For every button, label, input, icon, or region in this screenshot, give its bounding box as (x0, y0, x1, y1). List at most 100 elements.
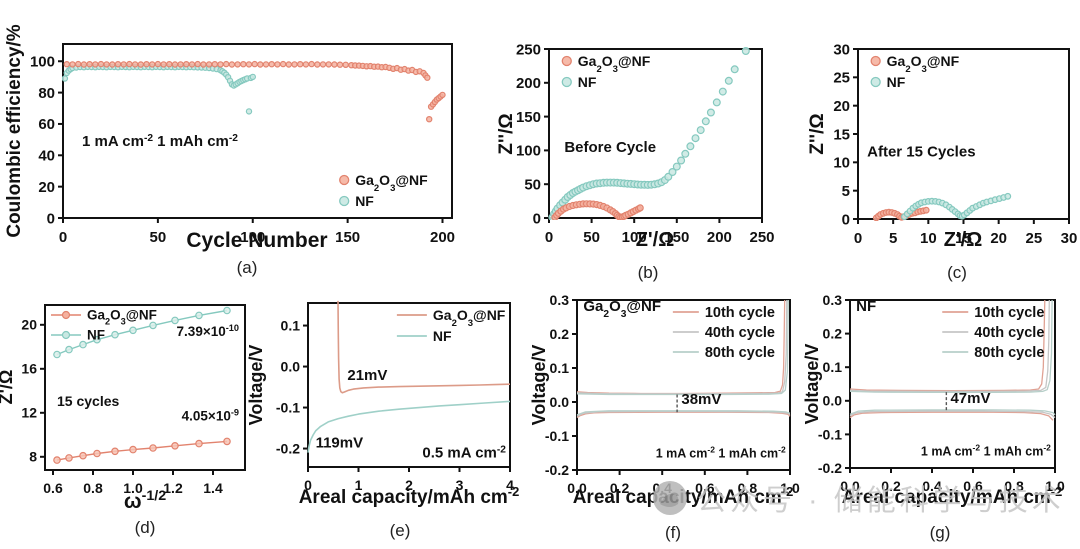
panel-caption-c: (c) (947, 263, 967, 282)
svg-text:0: 0 (854, 230, 862, 247)
chart-f: 0.0 0.2 0.4 0.6 0.8 1.00.30.20.10.0-0.1-0.2Ar… (529, 292, 800, 508)
svg-text:40: 40 (38, 148, 55, 165)
svg-text:-0.1: -0.1 (545, 428, 569, 444)
svg-text:Z''/Ω: Z''/Ω (496, 113, 517, 154)
svg-text:0.1: 0.1 (550, 360, 570, 376)
svg-text:Z'/Ω: Z'/Ω (636, 229, 675, 251)
svg-text:38mV: 38mV (681, 391, 721, 408)
svg-text:4.05×10-9: 4.05×10-9 (182, 408, 239, 424)
svg-text:NF: NF (887, 74, 906, 90)
svg-text:100: 100 (516, 143, 541, 160)
panel-caption-b: (b) (637, 263, 659, 282)
svg-text:0: 0 (842, 211, 850, 228)
svg-text:ω-1/2: ω-1/2 (124, 488, 166, 513)
svg-text:250: 250 (749, 229, 774, 246)
svg-text:80th cycle: 80th cycle (974, 345, 1044, 361)
svg-text:0.0: 0.0 (840, 478, 860, 494)
svg-text:1 mA cm-2 1 mAh cm-2: 1 mA cm-2 1 mAh cm-2 (921, 443, 1051, 459)
svg-text:0.0: 0.0 (567, 480, 587, 496)
svg-text:NF: NF (856, 298, 876, 315)
chart-b: 0 50 100 150 200 250 0 50 100 150 200 250 Z'/Ω Z''/Ω B… (496, 41, 775, 251)
svg-text:12: 12 (21, 405, 37, 421)
chart-e: 0 1 2 3 4 0.1 0.0 -0.1 -0.2 Areal capacity/mAh cm… (246, 300, 520, 509)
svg-text:-0.2: -0.2 (545, 462, 569, 478)
svg-text:Areal capacity/mAh cm-2: Areal capacity/mAh cm-2 (299, 484, 520, 509)
svg-text:0.6: 0.6 (963, 478, 983, 494)
svg-text:7.39×10-10: 7.39×10-10 (177, 323, 239, 339)
svg-text:60: 60 (38, 116, 55, 133)
svg-text:0: 0 (59, 229, 67, 246)
svg-text:5: 5 (889, 230, 897, 247)
svg-text:After 15 Cycles: After 15 Cycles (867, 144, 975, 161)
svg-text:Z''/Ω: Z''/Ω (807, 113, 828, 154)
svg-text:0: 0 (533, 210, 541, 227)
svg-text:0.0: 0.0 (823, 393, 843, 409)
svg-text:150: 150 (335, 229, 360, 246)
svg-text:200: 200 (707, 229, 732, 246)
svg-text:Ga2O3@NF: Ga2O3@NF (578, 53, 651, 75)
svg-text:NF: NF (355, 193, 374, 209)
svg-text:Ga2O3@NF: Ga2O3@NF (355, 172, 428, 194)
svg-text:1: 1 (355, 477, 363, 493)
svg-text:40th cycle: 40th cycle (974, 325, 1044, 341)
svg-text:Z'/Ω: Z'/Ω (944, 229, 983, 251)
svg-text:100: 100 (30, 53, 55, 70)
svg-text:1.4: 1.4 (203, 480, 223, 496)
svg-text:0.2: 0.2 (550, 326, 570, 342)
svg-text:200: 200 (430, 229, 455, 246)
series-group-d (53, 306, 231, 464)
chart-g: 0.0 0.2 0.4 0.6 0.8 1.0 0.3 0.2 0.1 0.0 -0.1 -0.2Ar… (802, 292, 1065, 508)
svg-text:Z'/Ω: Z'/Ω (0, 370, 16, 405)
svg-text:Ga2O3@NF: Ga2O3@NF (433, 307, 506, 329)
svg-text:Ga2O3@NF: Ga2O3@NF (887, 53, 960, 75)
svg-text:20: 20 (38, 179, 55, 196)
svg-text:30: 30 (1061, 230, 1078, 247)
svg-text:80: 80 (38, 85, 55, 102)
svg-text:0.8: 0.8 (83, 480, 103, 496)
svg-text:40th cycle: 40th cycle (705, 325, 775, 341)
svg-text:0.6: 0.6 (695, 480, 715, 496)
svg-text:25: 25 (833, 70, 850, 87)
svg-text:0.2: 0.2 (881, 478, 901, 494)
svg-text:250: 250 (516, 41, 541, 58)
svg-text:150: 150 (516, 109, 541, 126)
svg-text:Areal capacity/mAh cm-2: Areal capacity/mAh cm-2 (842, 484, 1063, 509)
panel-caption-g: (g) (929, 523, 951, 542)
svg-text:NF: NF (433, 328, 452, 344)
series-group-f (576, 299, 791, 419)
svg-text:47mV: 47mV (950, 390, 990, 407)
svg-text:100: 100 (622, 229, 647, 246)
svg-text:0.5 mA cm-2: 0.5 mA cm-2 (422, 444, 506, 462)
svg-text:0.3: 0.3 (823, 292, 843, 308)
chart-c: 0 5 10 15 20 25 30 0 5 10 15 20 25 30 Z'/Ω Z''/Ω After 1… (807, 41, 1077, 251)
svg-text:200: 200 (516, 75, 541, 92)
panel-caption-d: (d) (134, 518, 156, 537)
svg-text:Areal capacity/mAh cm-2: Areal capacity/mAh cm-2 (573, 484, 794, 509)
series-group-b (548, 46, 750, 220)
svg-text:Ga2O3@NF: Ga2O3@NF (583, 298, 661, 320)
svg-text:0: 0 (304, 477, 312, 493)
svg-text:20: 20 (990, 230, 1007, 247)
svg-text:3: 3 (456, 477, 464, 493)
svg-text:10: 10 (920, 230, 937, 247)
svg-text:15 cycles: 15 cycles (57, 393, 119, 409)
svg-text:119mV: 119mV (316, 434, 364, 451)
svg-text:0.0: 0.0 (281, 358, 301, 374)
panel-caption-f: (f) (664, 523, 682, 542)
svg-text:0.6: 0.6 (43, 480, 63, 496)
svg-text:-0.2: -0.2 (276, 440, 300, 456)
svg-text:80th cycle: 80th cycle (705, 345, 775, 361)
svg-text:0.2: 0.2 (823, 326, 843, 342)
panel-caption-e: (e) (389, 521, 411, 540)
svg-text:10: 10 (833, 155, 850, 172)
svg-text:16: 16 (21, 361, 37, 377)
svg-text:1 mA cm-2 1 mAh cm-2: 1 mA cm-2 1 mAh cm-2 (82, 132, 238, 150)
svg-text:-0.1: -0.1 (818, 426, 842, 442)
svg-text:Voltage/V: Voltage/V (246, 345, 266, 426)
svg-text:100: 100 (240, 229, 265, 246)
svg-text:1 mA cm-2 1 mAh cm-2: 1 mA cm-2 1 mAh cm-2 (656, 444, 786, 460)
svg-text:8: 8 (29, 449, 37, 465)
svg-text:2: 2 (405, 477, 413, 493)
